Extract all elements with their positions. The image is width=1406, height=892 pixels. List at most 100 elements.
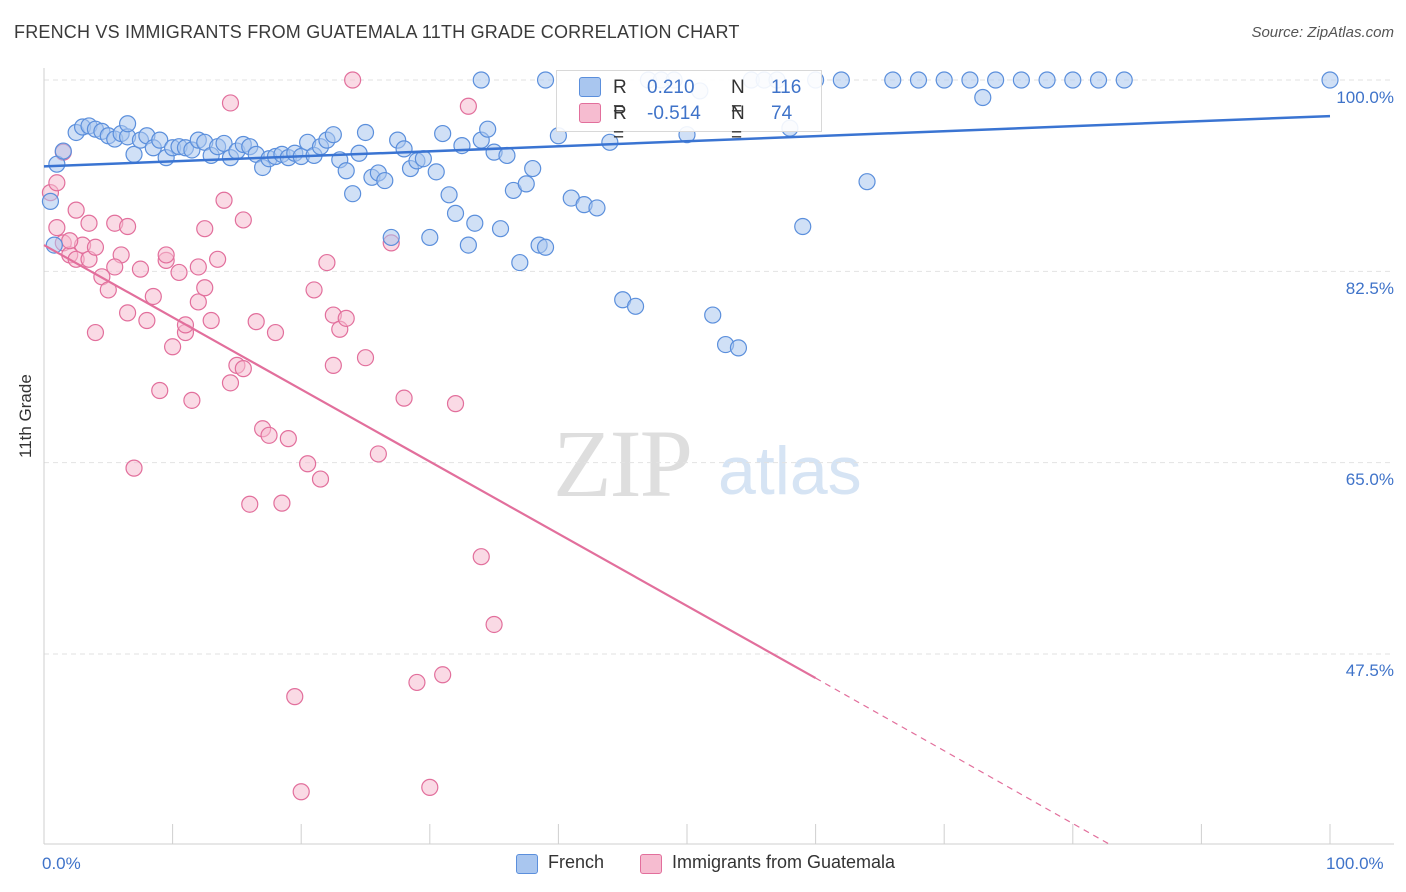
data-point [324, 126, 342, 144]
data-point [234, 360, 252, 378]
n-label: N = [731, 103, 745, 146]
data-point [305, 281, 323, 299]
data-point [118, 217, 137, 236]
data-point [215, 134, 233, 153]
y-tick-label: 82.5% [1345, 279, 1394, 298]
data-point [466, 214, 484, 232]
data-point [344, 71, 362, 89]
data-point [421, 228, 439, 247]
data-point [472, 548, 490, 566]
data-point [273, 494, 291, 512]
data-point [118, 304, 137, 322]
data-point [794, 217, 812, 236]
trend-line-french [43, 114, 1331, 168]
data-point [344, 185, 362, 203]
r-value: 0.210 [647, 77, 695, 98]
data-point [1038, 71, 1056, 89]
x-tick-label: 100.0% [1326, 854, 1384, 873]
legend-swatch-guatemala [640, 854, 662, 874]
data-point [209, 250, 227, 268]
data-point [356, 123, 375, 142]
data-point [459, 97, 477, 115]
trend-line-guatemala [43, 244, 817, 680]
data-point [164, 338, 182, 356]
data-point [369, 445, 387, 463]
data-point [54, 142, 72, 160]
data-point [196, 279, 214, 297]
data-point [196, 220, 214, 238]
n-value: 74 [771, 103, 793, 124]
r-label: R = [613, 77, 627, 120]
data-point [832, 71, 850, 89]
data-point [395, 140, 413, 158]
data-point [459, 236, 477, 254]
x-tick-label: 0.0% [42, 854, 81, 873]
data-point [961, 71, 979, 89]
data-point [414, 150, 432, 168]
data-point [337, 162, 355, 180]
data-point [80, 214, 98, 232]
data-point [151, 131, 169, 149]
data-point [189, 293, 207, 311]
y-tick-label: 47.5% [1345, 661, 1394, 680]
data-point [131, 260, 150, 278]
r-value: -0.514 [647, 103, 701, 124]
data-point [884, 71, 902, 89]
data-point [170, 263, 188, 282]
data-point [279, 430, 297, 448]
data-point [61, 232, 79, 250]
data-point [125, 145, 143, 163]
data-point [536, 238, 555, 256]
data-point [67, 201, 85, 219]
data-point [421, 778, 439, 796]
data-point [286, 688, 304, 706]
data-point [138, 311, 156, 330]
chart-title: FRENCH VS IMMIGRANTS FROM GUATEMALA 11TH… [14, 22, 740, 42]
legend-swatch-french [579, 77, 601, 97]
data-point [491, 220, 510, 238]
data-point [485, 615, 503, 634]
data-point [974, 88, 992, 107]
trend-line-guatemala-extrapolated [815, 677, 1112, 846]
y-tick-label: 100.0% [1336, 88, 1394, 107]
data-point [440, 186, 458, 204]
data-point [356, 349, 375, 367]
n-value: 116 [771, 77, 802, 98]
data-point [935, 71, 953, 89]
data-point [215, 191, 233, 209]
data-point [202, 311, 220, 330]
data-point [318, 253, 336, 272]
data-point [376, 171, 394, 190]
data-point [266, 323, 285, 342]
data-point [241, 495, 259, 513]
data-point [588, 199, 606, 217]
y-tick-label: 65.0% [1345, 470, 1394, 489]
data-point [118, 115, 137, 133]
data-point [601, 133, 619, 151]
data-point [86, 323, 105, 342]
data-point [395, 389, 413, 407]
data-point [41, 192, 60, 210]
data-point [1089, 71, 1108, 89]
legend-swatch-guatemala [579, 103, 601, 123]
data-point [86, 238, 105, 256]
data-point [157, 246, 175, 264]
data-point [987, 71, 1005, 89]
data-point [434, 666, 452, 684]
data-point [446, 204, 465, 222]
data-point [472, 71, 490, 89]
data-point [536, 71, 555, 89]
data-point [221, 94, 240, 112]
data-point [183, 391, 201, 409]
data-point [48, 174, 66, 192]
stats-legend: R = 0.210 N = 116 R = -0.514 N = 74 [556, 70, 822, 146]
data-point [511, 253, 529, 272]
data-point [144, 287, 162, 306]
data-point [292, 783, 310, 801]
data-point [260, 426, 278, 444]
r-label: R = [613, 103, 627, 146]
data-point [704, 306, 722, 324]
data-point [1321, 71, 1339, 89]
data-point [427, 163, 445, 181]
